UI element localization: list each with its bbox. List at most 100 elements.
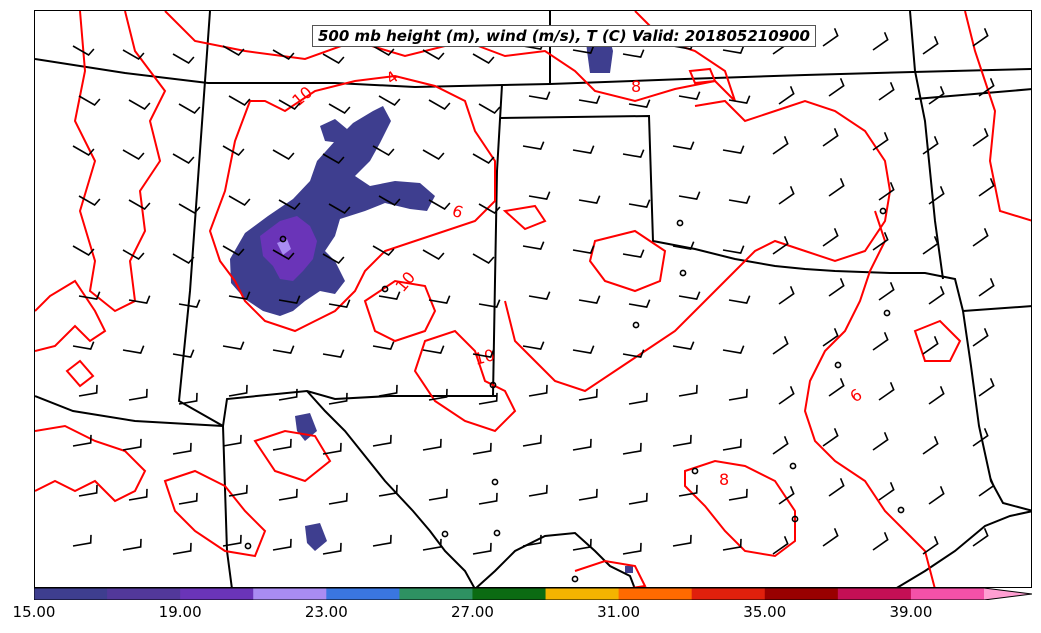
colorbar-outline <box>34 588 1032 600</box>
wind-barb <box>922 535 939 555</box>
wind-barb <box>572 245 595 254</box>
colorbar-segment <box>34 588 108 600</box>
wind-barb <box>522 534 542 547</box>
calm-wind-marker <box>632 321 640 329</box>
wind-barb <box>478 299 501 308</box>
wind-barb <box>578 388 598 401</box>
wind-barb <box>472 153 495 165</box>
wind-barb <box>722 438 742 451</box>
wind-barb <box>728 95 751 104</box>
contour-label: 6 <box>450 201 466 222</box>
shading-region <box>295 413 317 441</box>
wind-barb <box>378 95 401 107</box>
colorbar <box>34 588 1032 600</box>
wind-barb <box>122 249 145 261</box>
boundary-line <box>35 395 224 427</box>
wind-barb <box>178 492 198 505</box>
wind-barb <box>522 341 545 350</box>
wind-barb <box>578 488 598 501</box>
wind-barb <box>428 199 451 211</box>
wind-barb <box>628 299 651 308</box>
calm-wind-marker <box>571 575 579 583</box>
wind-barb <box>128 488 148 501</box>
wind-barb <box>478 492 498 505</box>
temperature-contour <box>363 279 437 343</box>
wind-barb <box>772 335 789 355</box>
wind-barb <box>222 434 242 447</box>
map-panel: 4 10 8 6 10 10 8 6 500 mb height (m), wi… <box>34 10 1032 588</box>
wind-barb <box>928 85 945 105</box>
wind-barb <box>878 181 895 201</box>
wind-barb <box>872 231 889 251</box>
boundary-line <box>896 510 1031 587</box>
wind-barb <box>978 277 995 297</box>
wind-barb <box>972 227 989 247</box>
wind-barb <box>472 253 495 265</box>
wind-barb <box>322 349 345 358</box>
calm-wind-marker <box>491 478 499 486</box>
wind-barb <box>228 195 251 207</box>
wind-barb <box>328 103 351 115</box>
wind-barb <box>178 103 201 115</box>
wind-barb <box>222 245 245 257</box>
wind-barb <box>828 377 845 397</box>
wind-barb <box>72 341 95 350</box>
wind-barb <box>322 542 342 555</box>
wind-barb <box>722 538 742 551</box>
wind-barb <box>672 141 695 150</box>
wind-barb <box>872 431 889 451</box>
wind-barb <box>878 381 895 401</box>
boundary-line <box>475 531 636 587</box>
wind-barb <box>928 485 945 505</box>
wind-barb <box>822 327 839 347</box>
wind-barb <box>728 488 748 501</box>
wind-barb <box>578 195 601 204</box>
wind-barb <box>278 295 301 304</box>
shading-region <box>320 119 347 143</box>
wind-barb <box>428 488 448 501</box>
wind-barb <box>172 253 195 265</box>
wind-barb <box>622 49 645 58</box>
calm-wind-marker <box>676 219 684 227</box>
wind-barb <box>528 291 551 300</box>
wind-barb <box>128 388 148 401</box>
wind-barb <box>822 27 839 47</box>
wind-barb <box>372 145 395 157</box>
wind-barb <box>728 388 748 401</box>
wind-barb <box>372 534 392 547</box>
wind-barb <box>728 295 751 304</box>
wind-barb <box>78 384 98 397</box>
wind-barb <box>78 291 101 300</box>
wind-barb <box>372 45 395 57</box>
wind-barb <box>428 99 451 111</box>
wind-barb <box>972 427 989 447</box>
boundary-line <box>222 389 497 427</box>
wind-barb <box>278 488 298 501</box>
colorbar-extension <box>984 588 1032 600</box>
boundary-line <box>35 58 1031 89</box>
colorbar-tick-label: 15.00 <box>12 603 56 621</box>
wind-barb <box>872 31 889 51</box>
wind-barb <box>322 153 345 165</box>
wind-barb <box>322 253 345 265</box>
wind-barb <box>428 295 451 304</box>
wind-barb <box>228 291 251 300</box>
temperature-contour <box>803 210 936 587</box>
shading-region <box>277 239 291 255</box>
wind-barb <box>472 442 492 455</box>
wind-barb <box>72 245 95 257</box>
wind-barb <box>978 477 995 497</box>
wind-barb <box>172 542 192 555</box>
wind-barb <box>128 99 151 111</box>
wind-barb <box>122 149 145 161</box>
wind-barb <box>228 484 248 497</box>
wind-barb <box>572 438 592 451</box>
wind-barb <box>972 327 989 347</box>
shading-region <box>625 565 633 573</box>
wind-barb <box>872 531 889 551</box>
calm-wind-marker <box>879 207 887 215</box>
wind-barb <box>772 235 789 255</box>
wind-barb <box>678 91 701 100</box>
wind-barb <box>172 153 195 165</box>
wind-barb <box>722 245 745 254</box>
